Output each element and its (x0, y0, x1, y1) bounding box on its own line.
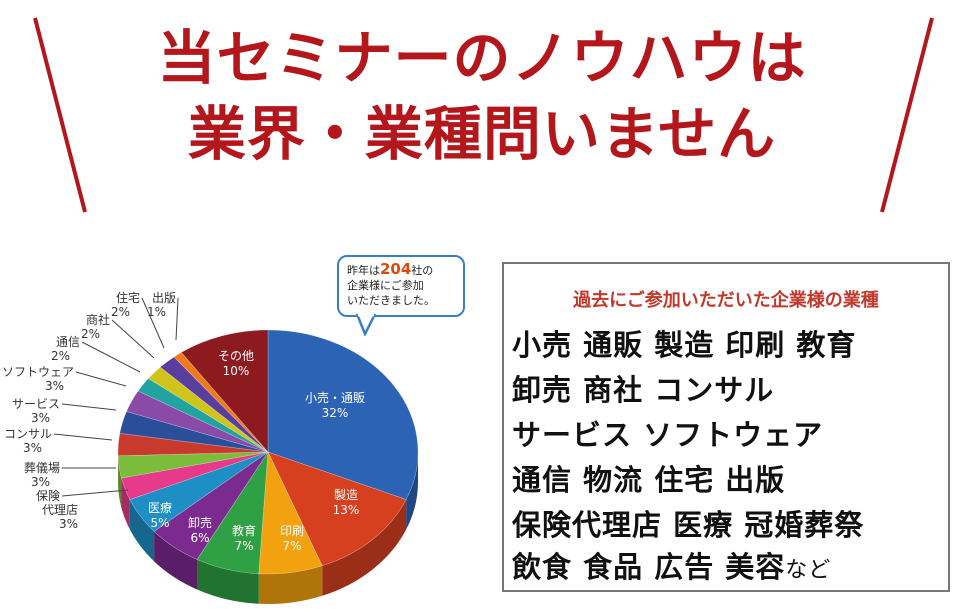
pie-label-3-name: 教育 (232, 523, 256, 538)
pie-side-0 (406, 452, 418, 530)
industry-line-2: 卸売 商社 コンサル (512, 373, 775, 407)
pie-label-12-pct: 2% (81, 327, 100, 341)
right-slash (880, 17, 934, 213)
callout-text-post: 社の (411, 264, 434, 277)
leader-line-12 (111, 319, 155, 359)
pie-slice-12 (147, 366, 269, 453)
pie-side-group (118, 452, 418, 604)
pie-slice-9 (119, 411, 269, 453)
headline-line-2: 業界・業種問いません (187, 100, 777, 168)
pie-slice-4 (153, 451, 269, 560)
industry-list-title: 過去にご参加いただいた企業様の業種 (573, 290, 879, 311)
pie-label-2-name: 印刷 (280, 524, 304, 538)
pie-label-0-pct: 32% (322, 406, 349, 420)
pie-label-13-name: 住宅 (116, 290, 140, 305)
pie-label-10-pct: 3% (45, 379, 64, 393)
pie-label-1-name: 製造 (334, 488, 358, 502)
pie-label-7-name: 葬儀場 (24, 461, 60, 475)
headline-line-1: 当セミナーのノウハウは (157, 24, 807, 92)
industry-line-3: サービス ソフトウェア (512, 418, 824, 452)
leader-line-8 (53, 433, 113, 441)
pie-slice-11 (137, 378, 269, 453)
leader-line-6 (61, 489, 129, 497)
pie-slice-13 (159, 356, 269, 453)
pie-label-10-name: ソフトウェア (2, 365, 74, 379)
pie-label-9-pct: 3% (31, 411, 50, 425)
industry-suffix: など (785, 558, 832, 583)
pie-slice-0 (267, 329, 419, 500)
pie-side-6 (121, 478, 130, 530)
leader-line-10 (75, 371, 127, 387)
pie-side-4 (154, 531, 198, 590)
attendance-callout: 昨年は204社の 企業様にご参加 いただきました。 (337, 255, 465, 317)
decorative-slashes (33, 17, 934, 213)
callout-count: 204 (380, 260, 412, 278)
pie-top-group (117, 329, 419, 575)
pie-slice-1 (267, 451, 407, 567)
pie-label-6-pct: 3% (59, 517, 78, 531)
pie-label-9-name: サービス (12, 397, 60, 411)
pie-label-4-name: 卸売 (188, 515, 212, 530)
pie-slice-14 (173, 352, 269, 453)
pie-label-8-pct: 3% (23, 441, 42, 455)
pie-label-6-name2: 代理店 (42, 503, 78, 517)
callout-tail (355, 314, 377, 336)
leader-line-14 (175, 297, 179, 341)
pie-label-8-name: コンサル (4, 427, 52, 441)
pie-slice-7 (117, 451, 269, 479)
callout-text-line3: いただきました。 (347, 294, 435, 307)
pie-label-0-name: 小売・通販 (305, 390, 365, 405)
pie-label-7-pct: 3% (31, 475, 50, 489)
left-slash (33, 17, 87, 213)
industry-line-1: 小売 通販 製造 印刷 教育 (512, 328, 857, 362)
industry-line-4: 通信 物流 住宅 出版 (512, 463, 786, 497)
industry-line-6-text: 飲食 食品 広告 美容 (512, 550, 786, 584)
industry-list-panel: 過去にご参加いただいた企業様の業種 小売 通販 製造 印刷 教育 卸売 商社 コ… (502, 262, 950, 592)
pie-slice-10 (126, 390, 269, 453)
leader-line-13 (141, 297, 165, 349)
pie-label-14-pct: 1% (147, 305, 166, 319)
pie-side-3 (197, 559, 259, 604)
pie-label-14-name: 出版 (152, 291, 176, 305)
pie-slice-8 (117, 432, 269, 457)
pie-label-2-pct: 7% (282, 539, 301, 553)
leader-line-11 (81, 341, 141, 373)
industry-line-6: 飲食 食品 広告 美容など (512, 544, 831, 586)
pie-label-15-pct: 10% (223, 364, 250, 378)
pie-side-7 (118, 455, 122, 509)
pie-label-5-name: 医療 (148, 501, 172, 515)
pie-label-11-pct: 2% (51, 349, 70, 363)
industry-line-5: 保険代理店 医療 冠婚葬祭 (512, 508, 865, 542)
pie-label-15-name: その他 (218, 349, 254, 363)
leader-line-9 (61, 403, 117, 411)
pie-slice-6 (121, 451, 269, 500)
pie-label-13-pct: 2% (111, 305, 130, 319)
pie-side-1 (322, 499, 407, 596)
pie-slice-15 (180, 329, 269, 453)
pie-label-5-pct: 5% (150, 516, 169, 530)
pie-label-1-pct: 13% (333, 503, 360, 517)
pie-label-4-pct: 6% (190, 531, 209, 545)
pie-label-6-name: 保険 (36, 489, 60, 503)
leader-lines-group (53, 297, 179, 497)
pie-label-12-name: 商社 (86, 312, 110, 327)
pie-slice-5 (129, 451, 269, 532)
pie-slice-3 (196, 450, 269, 575)
industry-pie-chart: 小売・通販32%製造13%印刷7%教育7%卸売6%医療5%保険代理店3%葬儀場3… (2, 290, 419, 604)
pie-label-3-pct: 7% (234, 539, 253, 553)
pie-side-5 (129, 499, 155, 562)
pie-side-2 (258, 565, 323, 604)
pie-labels-group: 小売・通販32%製造13%印刷7%教育7%卸売6%医療5%保険代理店3%葬儀場3… (2, 290, 365, 553)
pie-label-11-name: 通信 (56, 335, 80, 349)
callout-text-line2: 企業様にご参加 (347, 279, 424, 292)
pie-slice-2 (258, 450, 323, 575)
callout-text-pre: 昨年は (347, 264, 380, 277)
